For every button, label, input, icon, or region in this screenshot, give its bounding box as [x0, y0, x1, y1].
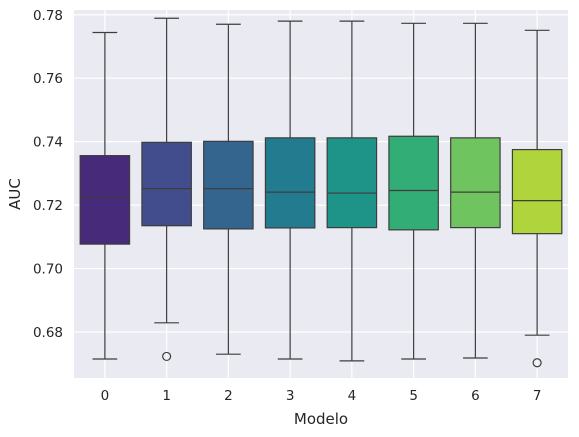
box-iqr: [265, 138, 314, 228]
x-tick-label: 7: [533, 388, 542, 404]
x-tick-label: 6: [471, 388, 480, 404]
x-tick-label: 2: [224, 388, 233, 404]
x-tick-label: 0: [101, 388, 110, 404]
x-axis-label: Modelo: [294, 410, 348, 428]
box-iqr: [389, 136, 438, 230]
box-iqr: [142, 142, 191, 225]
y-tick-label: 0.74: [33, 135, 63, 151]
y-tick-label: 0.78: [33, 8, 63, 24]
box-iqr: [204, 141, 253, 229]
x-tick-label: 1: [162, 388, 171, 404]
box-iqr: [451, 138, 500, 228]
x-axis-ticks: 0 1 2 3 4 5 6 7: [101, 388, 542, 404]
y-tick-label: 0.70: [33, 262, 63, 278]
y-tick-label: 0.72: [33, 198, 63, 214]
x-tick-label: 3: [286, 388, 295, 404]
box-iqr: [512, 150, 561, 234]
x-tick-label: 4: [348, 388, 357, 404]
x-tick-label: 5: [409, 388, 418, 404]
y-axis-ticks: 0.68 0.70 0.72 0.74 0.76 0.78: [33, 8, 63, 341]
box-iqr: [80, 156, 129, 245]
y-tick-label: 0.68: [33, 325, 63, 341]
y-tick-label: 0.76: [33, 71, 63, 87]
box-iqr: [327, 138, 376, 228]
y-axis-label: AUC: [6, 178, 24, 210]
